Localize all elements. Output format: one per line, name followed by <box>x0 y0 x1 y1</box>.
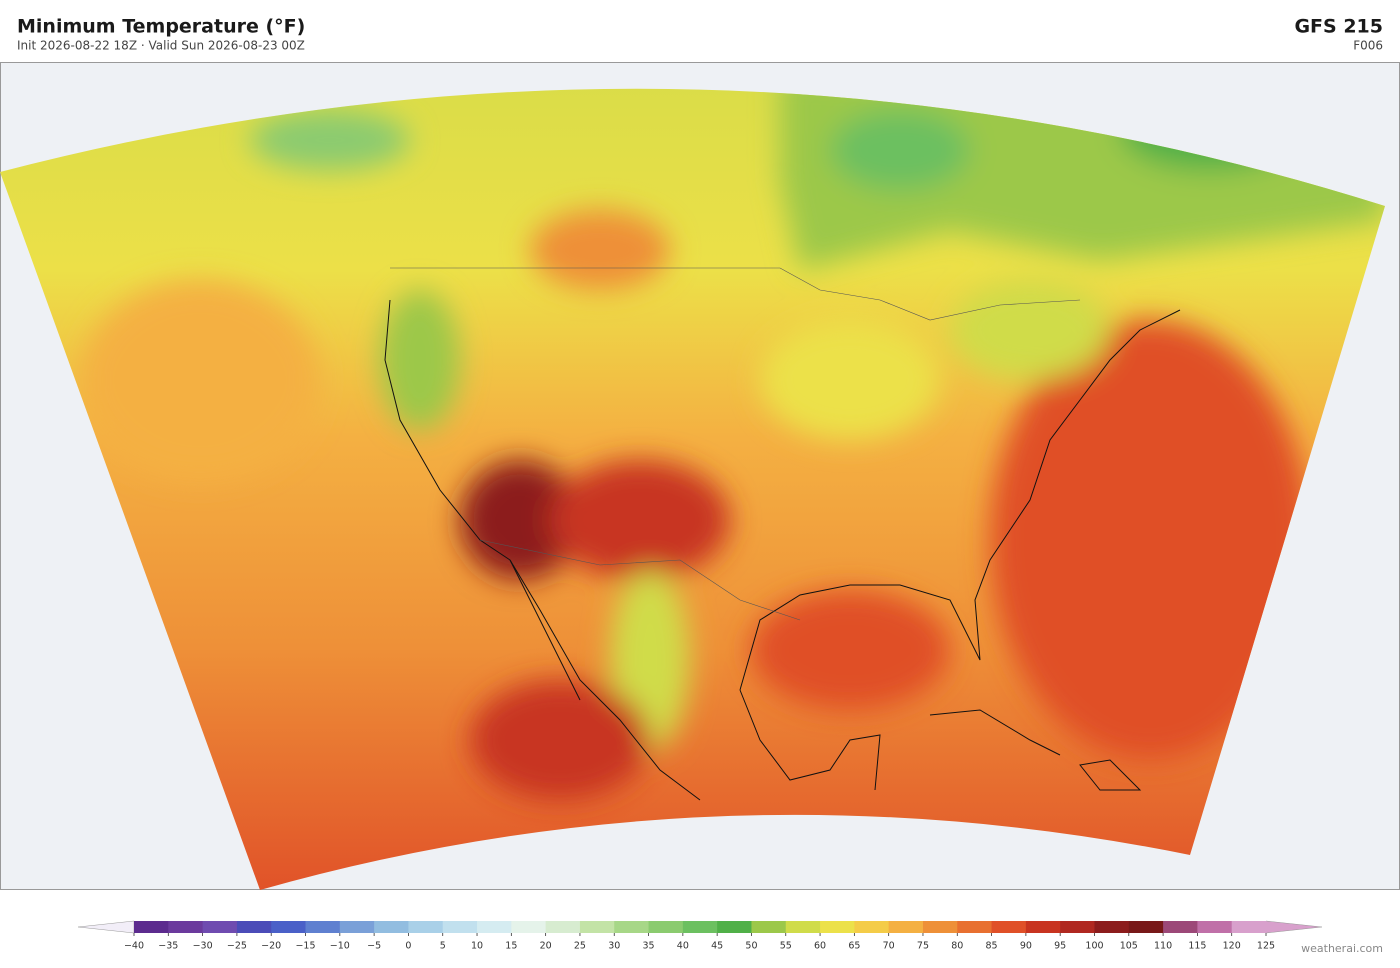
colorbar-tick-label: 0 <box>405 941 411 952</box>
forecast-hour: F006 <box>1353 39 1383 53</box>
credit: weatherai.com <box>1301 942 1383 955</box>
colorbar-swatch <box>545 921 581 933</box>
colorbar-swatch <box>820 921 855 933</box>
colorbar-over <box>1265 920 1323 934</box>
colorbar-swatch <box>168 921 204 933</box>
colorbar-swatch <box>134 921 169 933</box>
colorbar-swatch <box>957 921 993 933</box>
colorbar-swatch <box>888 921 924 933</box>
colorbar-tick-label: −20 <box>261 941 281 952</box>
colorbar-swatch <box>648 921 684 933</box>
colorbar-tick-label: 10 <box>471 941 483 952</box>
model-label: GFS 215 <box>1294 16 1383 38</box>
colorbar-swatch <box>579 921 615 933</box>
coastlines <box>384 299 1181 801</box>
colorbar-swatch <box>339 921 375 933</box>
colorbar-tick-label: −15 <box>295 941 315 952</box>
colorbar-swatch <box>1197 921 1233 933</box>
colorbar-tick-label: 5 <box>440 941 446 952</box>
colorbar-swatch <box>408 921 444 933</box>
colorbar-tick-label: 20 <box>540 941 552 952</box>
colorbar-tick-label: 70 <box>883 941 895 952</box>
colorbar-tick-label: 120 <box>1223 941 1241 952</box>
colorbar-tick-label: 110 <box>1154 941 1172 952</box>
colorbar-tick-label: 15 <box>505 941 517 952</box>
colorbar-tick-label: 80 <box>951 941 963 952</box>
colorbar-tick-label: 55 <box>780 941 792 952</box>
colorbar-swatch <box>614 921 650 933</box>
colorbar-swatch <box>202 921 238 933</box>
colorbar-swatch <box>991 921 1027 933</box>
map <box>0 62 1400 891</box>
colorbar-swatch <box>305 921 341 933</box>
borders <box>390 267 1081 621</box>
colorbar-tick-label: 85 <box>986 941 998 952</box>
colorbar-swatch <box>1163 921 1198 933</box>
colorbar-tick-label: −10 <box>330 941 350 952</box>
colorbar-tick-label: −25 <box>227 941 247 952</box>
colorbar-tick-label: 60 <box>814 941 826 952</box>
colorbar-swatch <box>236 921 272 933</box>
colorbar-tick-label: 65 <box>848 941 860 952</box>
colorbar-tick-label: 95 <box>1054 941 1066 952</box>
colorbar-swatch <box>854 921 890 933</box>
colorbar-swatch <box>682 921 718 933</box>
colorbar-swatch <box>1025 921 1061 933</box>
colorbar-swatch <box>1060 921 1095 933</box>
colorbar-swatch <box>374 921 409 933</box>
colorbar-tick-label: 40 <box>677 941 689 952</box>
colorbar-swatch <box>922 921 958 933</box>
colorbar-swatch <box>751 921 787 933</box>
colorbar-tick-label: 50 <box>745 941 757 952</box>
colorbar-tick-label: −5 <box>367 941 381 952</box>
colorbar-swatch <box>511 921 547 933</box>
subtitle: Init 2026-08-22 18Z · Valid Sun 2026-08-… <box>17 39 305 53</box>
colorbar-swatch <box>477 921 512 933</box>
colorbar-swatch <box>717 921 752 933</box>
colorbar-tick-label: −40 <box>124 941 144 952</box>
colorbar-tick-label: −30 <box>193 941 213 952</box>
colorbar-tick-label: 100 <box>1085 941 1103 952</box>
colorbar-tick-label: 115 <box>1188 941 1206 952</box>
colorbar-swatch <box>785 921 821 933</box>
colorbar-tick-label: −35 <box>158 941 178 952</box>
colorbar-tick-label: 125 <box>1257 941 1275 952</box>
colorbar-tick-label: 25 <box>574 941 586 952</box>
colorbar-tick-label: 35 <box>642 941 654 952</box>
colorbar-tick-label: 90 <box>1020 941 1032 952</box>
colorbar-swatch <box>442 921 478 933</box>
colorbar-under <box>77 920 135 934</box>
colorbar: −40 −35 −30 −25 −20 −15 −10 −5 0 5 10 15 20 25 30 35 40 4… <box>77 920 1323 952</box>
colorbar-swatch <box>271 921 307 933</box>
colorbar-tick-label: 105 <box>1120 941 1138 952</box>
colorbar-tick-label: 75 <box>917 941 929 952</box>
colorbar-swatch <box>1128 921 1164 933</box>
colorbar-swatch <box>1094 921 1130 933</box>
colorbar-tick-label: 30 <box>608 941 620 952</box>
title: Minimum Temperature (°F) <box>17 16 305 38</box>
colorbar-swatch <box>1231 921 1267 933</box>
colorbar-tick-label: 45 <box>711 941 723 952</box>
